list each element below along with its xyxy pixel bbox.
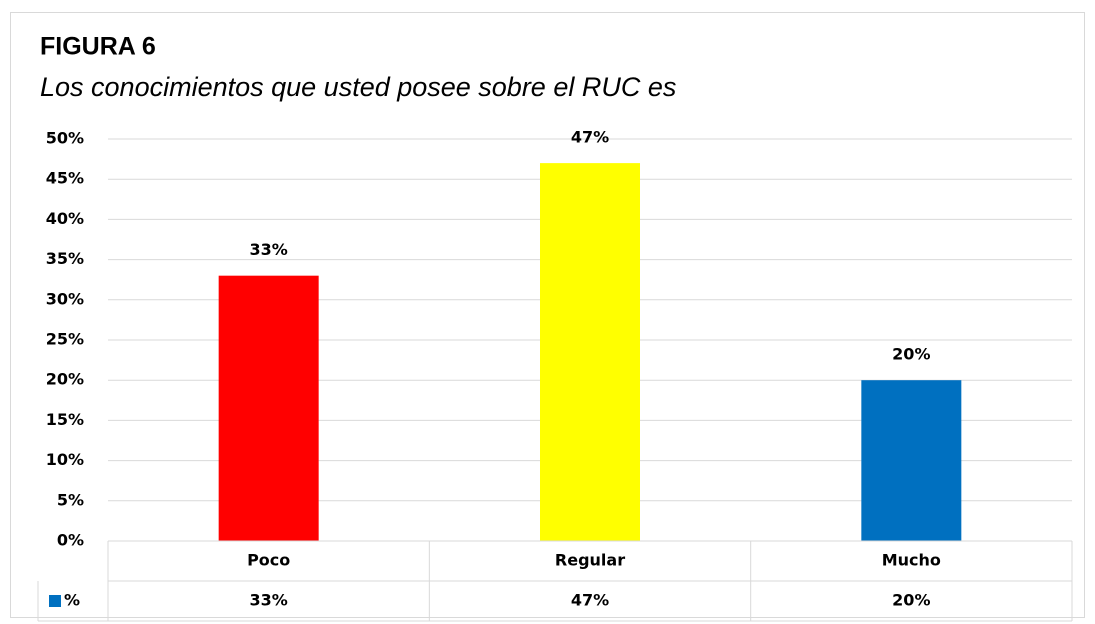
data-label: 47% [571, 128, 609, 147]
y-tick-label: 40% [46, 209, 84, 228]
legend-swatch [49, 595, 61, 607]
x-tick-label: Poco [247, 551, 290, 570]
bar [861, 380, 962, 541]
legend-label: % [64, 591, 80, 610]
y-tick-label: 20% [46, 370, 84, 389]
data-label: 20% [892, 345, 930, 364]
y-tick-label: 0% [57, 531, 84, 550]
y-tick-label: 5% [57, 490, 84, 509]
table-cell: 20% [892, 591, 930, 610]
y-tick-label: 45% [46, 169, 84, 188]
chart-title: FIGURA 6 [40, 33, 156, 61]
y-tick-label: 15% [46, 410, 84, 429]
table-cell: 33% [250, 591, 288, 610]
y-tick-label: 30% [46, 289, 84, 308]
bar [218, 275, 319, 541]
table-cell: 47% [571, 591, 609, 610]
chart-subtitle: Los conocimientos que usted posee sobre … [40, 72, 676, 102]
x-tick-label: Regular [555, 551, 625, 570]
y-tick-label: 25% [46, 330, 84, 349]
y-tick-label: 10% [46, 450, 84, 469]
y-tick-label: 35% [46, 249, 84, 268]
bar [540, 163, 640, 541]
x-tick-label: Mucho [882, 551, 941, 570]
data-label: 33% [250, 240, 288, 259]
y-tick-label: 50% [46, 129, 84, 148]
